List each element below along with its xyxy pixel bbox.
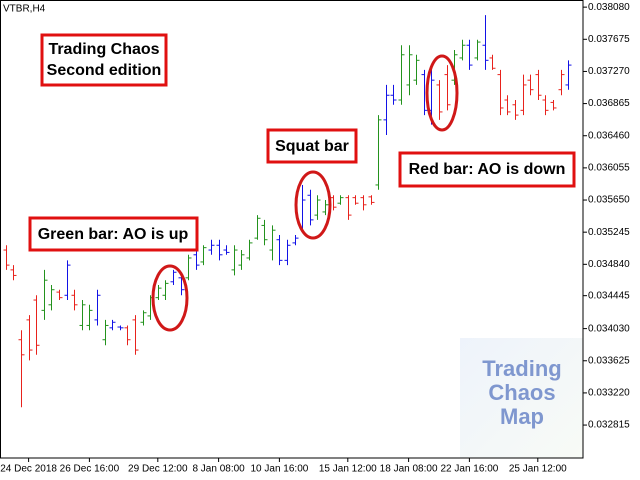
watermark-box [460,338,583,458]
y-tick-label: 0.036055 [588,163,630,174]
y-tick-label: 0.034840 [588,259,630,270]
x-tick-label: 18 Jan 08:00 [380,464,438,475]
annotation: Second edition [47,62,162,79]
watermark-text: Trading [482,356,561,381]
y-tick-label: 0.035650 [588,195,630,206]
x-tick-label: 24 Dec 2018 [0,464,57,475]
y-tick-label: 0.036865 [588,98,630,109]
x-tick-label: 29 Dec 12:00 [128,464,188,475]
y-tick-label: 0.038080 [588,2,630,13]
y-tick-label: 0.036460 [588,130,630,141]
y-tick-label: 0.032815 [588,420,630,431]
x-tick-label: 22 Jan 16:00 [440,464,498,475]
y-tick-label: 0.034445 [588,290,630,301]
annotation: Squat bar [275,138,349,155]
x-tick-label: 10 Jan 16:00 [250,464,308,475]
highlight-ring [425,54,459,132]
highlight-ring [294,170,332,240]
annotation: Trading Chaos [48,41,159,58]
x-tick-label: 8 Jan 08:00 [192,464,245,475]
annotation-box [398,151,576,188]
y-tick-label: 0.037270 [588,66,630,77]
y-tick-label: 0.034030 [588,323,630,334]
y-tick-label: 0.033220 [588,388,630,399]
y-tick-label: 0.033625 [588,355,630,366]
watermark-text: Chaos [488,380,555,405]
bars [3,15,572,408]
annotation-box [266,128,358,164]
plot-frame [0,0,584,459]
x-tick-label: 26 Dec 16:00 [60,464,120,475]
x-tick-label: 15 Jan 12:00 [319,464,377,475]
chart-title: VTBR,H4 [3,4,46,15]
y-tick-label: 0.037675 [588,34,630,45]
watermark-text: Map [500,404,544,429]
annotation-box [28,216,199,252]
annotation: Green bar: AO is up [38,226,189,243]
y-tick-label: 0.035245 [588,227,630,238]
annotation: Red bar: AO is down [409,161,566,178]
x-tick-label: 25 Jan 12:00 [509,464,567,475]
highlight-ring [151,264,189,332]
annotation-box [40,33,168,87]
